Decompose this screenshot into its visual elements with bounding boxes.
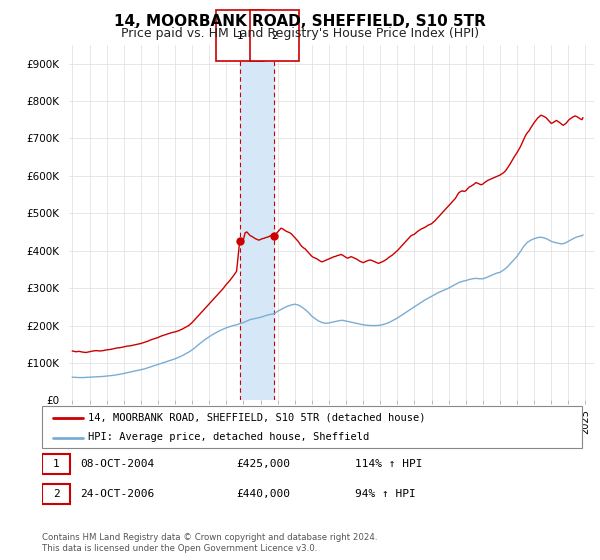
Bar (239, 45, 274, 400)
Text: 14, MOORBANK ROAD, SHEFFIELD, S10 5TR: 14, MOORBANK ROAD, SHEFFIELD, S10 5TR (114, 14, 486, 29)
FancyBboxPatch shape (42, 406, 582, 448)
Text: HPI: Average price, detached house, Sheffield: HPI: Average price, detached house, Shef… (88, 432, 369, 442)
Text: Price paid vs. HM Land Registry's House Price Index (HPI): Price paid vs. HM Land Registry's House … (121, 27, 479, 40)
Text: 94% ↑ HPI: 94% ↑ HPI (355, 489, 416, 499)
Text: 1: 1 (236, 31, 243, 41)
Text: 2: 2 (53, 489, 59, 499)
Text: 1: 1 (53, 459, 59, 469)
FancyBboxPatch shape (42, 454, 70, 474)
Text: £440,000: £440,000 (236, 489, 290, 499)
Text: 114% ↑ HPI: 114% ↑ HPI (355, 459, 422, 469)
Text: 2: 2 (271, 31, 278, 41)
Text: 08-OCT-2004: 08-OCT-2004 (80, 459, 154, 469)
Text: £425,000: £425,000 (236, 459, 290, 469)
FancyBboxPatch shape (42, 484, 70, 504)
Text: Contains HM Land Registry data © Crown copyright and database right 2024.
This d: Contains HM Land Registry data © Crown c… (42, 533, 377, 553)
Text: 14, MOORBANK ROAD, SHEFFIELD, S10 5TR (detached house): 14, MOORBANK ROAD, SHEFFIELD, S10 5TR (d… (88, 413, 425, 423)
Text: 24-OCT-2006: 24-OCT-2006 (80, 489, 154, 499)
